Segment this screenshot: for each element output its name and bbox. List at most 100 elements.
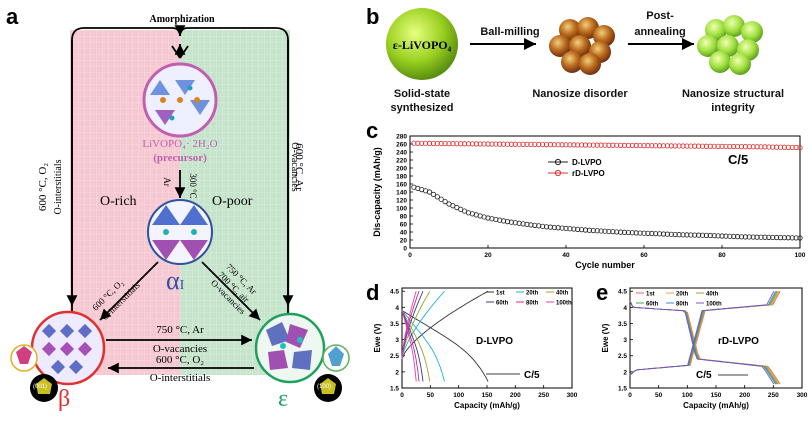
data-point-d-lvpo	[614, 229, 620, 235]
data-point-rd-lvpo	[559, 142, 565, 148]
data-point-d-lvpo	[649, 230, 655, 237]
precursor-formula: LiVOPO₄· 2H₂O	[142, 138, 218, 150]
data-point-d-lvpo	[699, 232, 706, 238]
data-point-rd-lvpo	[781, 144, 787, 150]
data-point-rd-lvpo	[649, 143, 655, 149]
data-point-rd-lvpo	[598, 142, 604, 148]
legend-label: 40th	[706, 292, 719, 298]
data-point-rd-lvpo	[789, 144, 795, 151]
y-tick-label: 2.5	[390, 353, 399, 360]
data-point-d-lvpo	[695, 232, 702, 238]
data-point-d-lvpo	[746, 234, 752, 240]
x-tick-label: 50	[655, 392, 663, 399]
x-tick-label: 20	[484, 252, 492, 259]
y-tick-label: 140	[396, 190, 407, 197]
data-point-rd-lvpo	[711, 143, 717, 149]
caption-nanosize-disorder: Nanosize disorder	[532, 88, 628, 100]
y-tick-label: 240	[396, 150, 407, 157]
data-point-d-lvpo	[555, 225, 561, 231]
y-tick-label: 160	[396, 182, 407, 189]
data-point-d-lvpo	[579, 227, 585, 233]
y-tick-label: 3.5	[390, 321, 399, 328]
data-point-d-lvpo	[645, 230, 651, 236]
data-point-d-lvpo	[633, 230, 639, 236]
data-point-rd-lvpo	[773, 144, 780, 150]
data-point-rd-lvpo	[454, 141, 460, 147]
y-axis-label: Ewe (V)	[601, 323, 610, 352]
bottom-left-temp: 600 °C, O₂	[155, 354, 205, 366]
data-point-d-lvpo	[485, 215, 491, 221]
x-tick-label: 100	[682, 392, 693, 399]
chart-title: D-LVPO	[476, 336, 513, 347]
data-point-d-lvpo	[582, 227, 589, 233]
data-point-rd-lvpo	[528, 141, 534, 148]
data-point-rd-lvpo	[625, 142, 631, 149]
data-point-d-lvpo	[618, 229, 624, 235]
legend-label: 100th	[556, 301, 572, 307]
precursor-note: (precursor)	[153, 152, 207, 164]
data-point-d-lvpo	[660, 231, 667, 237]
data-point-d-lvpo	[754, 234, 760, 240]
data-point-rd-lvpo	[660, 143, 667, 149]
data-point-rd-lvpo	[524, 141, 530, 147]
data-point-d-lvpo	[703, 232, 709, 238]
legend-marker	[554, 169, 562, 177]
data-point-rd-lvpo	[438, 140, 444, 147]
data-point-rd-lvpo	[516, 141, 522, 147]
data-point-d-lvpo	[598, 228, 604, 234]
data-point-d-lvpo	[766, 234, 772, 240]
data-point-d-lvpo	[734, 234, 741, 240]
data-point-d-lvpo	[711, 233, 717, 239]
data-point-rd-lvpo	[579, 142, 585, 148]
x-tick-label: 300	[567, 392, 578, 399]
data-point-rd-lvpo	[536, 141, 542, 148]
legend-label: 80th	[676, 302, 689, 308]
data-point-rd-lvpo	[415, 140, 421, 146]
data-point-rd-lvpo	[645, 143, 651, 149]
data-point-d-lvpo	[571, 226, 577, 232]
chart-title: rD-LVPO	[718, 336, 759, 347]
data-point-rd-lvpo	[641, 143, 647, 149]
data-point-d-lvpo	[742, 234, 748, 240]
epsilon-symbol: ε	[278, 386, 289, 412]
y-tick-label: 4.5	[618, 289, 627, 296]
data-point-d-lvpo	[590, 227, 596, 234]
data-point-rd-lvpo	[419, 140, 425, 146]
x-tick-label: 60	[640, 252, 648, 259]
x-tick-label: 40	[562, 252, 570, 259]
data-point-d-lvpo	[512, 220, 518, 226]
data-point-rd-lvpo	[699, 143, 706, 149]
data-point-d-lvpo	[532, 222, 538, 228]
data-point-d-lvpo	[656, 231, 663, 237]
y-tick-label: 280	[396, 134, 407, 141]
legend-label: rD-LVPO	[572, 169, 605, 178]
legend-label: 60th	[496, 301, 509, 307]
y-tick-label: 1.5	[618, 386, 627, 393]
data-point-d-lvpo	[715, 233, 721, 239]
x-tick-label: 250	[538, 392, 549, 399]
data-point-rd-lvpo	[656, 143, 663, 149]
data-point-rd-lvpo	[563, 142, 569, 148]
data-point-d-lvpo	[575, 226, 581, 232]
data-point-rd-lvpo	[672, 143, 678, 149]
y-tick-label: 3	[395, 337, 399, 344]
legend-label: 80th	[526, 301, 539, 307]
data-point-rd-lvpo	[707, 143, 713, 149]
data-point-rd-lvpo	[684, 143, 690, 149]
data-point-rd-lvpo	[469, 141, 476, 147]
legend-label: 1st	[496, 291, 505, 297]
solid-state-sphere	[386, 8, 458, 80]
alpha-subscript: I	[179, 278, 185, 293]
data-point-rd-lvpo	[762, 144, 768, 150]
data-point-rd-lvpo	[446, 140, 452, 147]
data-point-d-lvpo	[785, 235, 791, 241]
data-point-rd-lvpo	[540, 141, 546, 148]
data-point-rd-lvpo	[481, 141, 487, 147]
data-point-d-lvpo	[707, 232, 713, 239]
charge-curve-60th	[401, 291, 424, 360]
data-point-rd-lvpo	[547, 142, 553, 148]
data-point-rd-lvpo	[493, 141, 499, 147]
rate-annotation: C/5	[524, 370, 540, 381]
data-point-rd-lvpo	[680, 143, 686, 149]
y-tick-label: 2	[395, 369, 399, 376]
